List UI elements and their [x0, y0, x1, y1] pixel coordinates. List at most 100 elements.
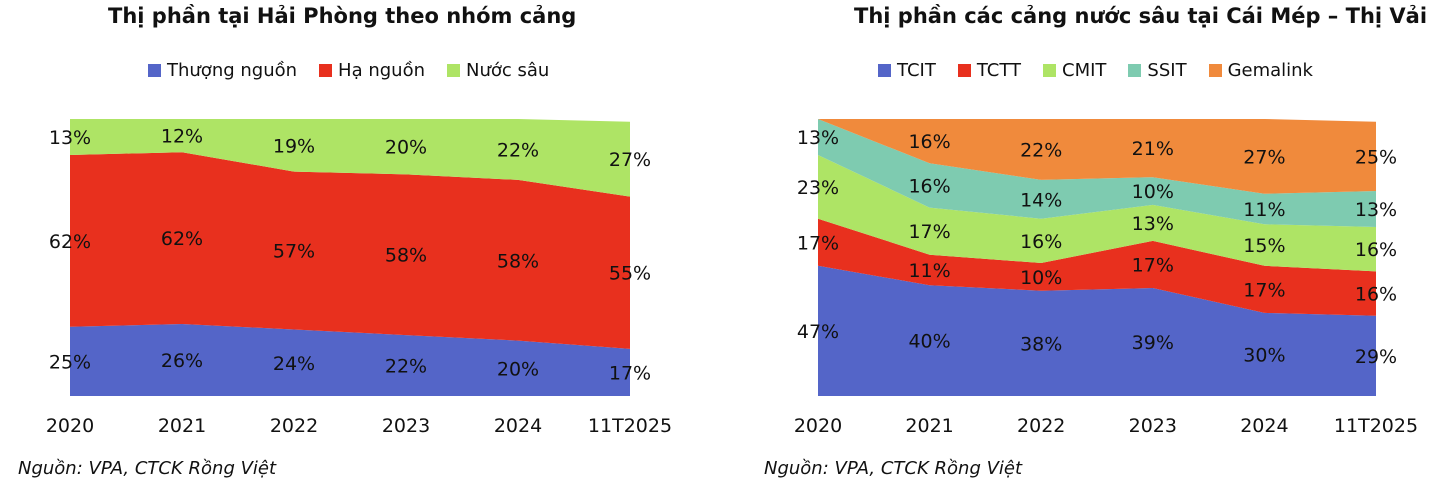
stacked-area-chart: 47% 40% 38% 39% 30% 29% 17% 11% 10% 17% 17% 16% 23% 1…: [794, 119, 1418, 437]
x-tick-label-2020: 2020: [46, 415, 94, 437]
x-tick-label-2022: 2022: [270, 415, 318, 437]
data-label-thuong-nguon-2023: 22%: [385, 356, 427, 378]
data-label-cmit-2023: 13%: [1132, 213, 1174, 235]
data-label-thuong-nguon-2022: 24%: [273, 353, 315, 375]
data-label-cmit-11t2025: 16%: [1355, 239, 1397, 261]
data-label-tctt-11t2025: 16%: [1355, 284, 1397, 306]
legend-swatch: [1128, 63, 1142, 77]
legend-label: CMIT: [1062, 59, 1107, 81]
data-label-tctt-2024: 17%: [1243, 279, 1285, 301]
data-label-tcit-2024: 30%: [1243, 344, 1285, 366]
legend-label: Gemalink: [1227, 59, 1313, 81]
legend-swatch: [1043, 63, 1056, 77]
x-tick-label-2021: 2021: [905, 415, 953, 437]
data-label-gemalink-11t2025: 25%: [1355, 146, 1397, 168]
legend-item-ssit: SSIT: [1128, 57, 1187, 83]
legend-swatch: [319, 63, 333, 77]
x-tick-label-2023: 2023: [382, 415, 430, 437]
data-label-ssit-2022: 14%: [1020, 189, 1062, 211]
chart-legend: TCIT TCTT CMIT SSIT Gemalink: [878, 57, 1313, 83]
data-label-ha-nguon-2023: 58%: [385, 245, 427, 267]
legend-label: SSIT: [1147, 59, 1187, 81]
source-note: Nguồn: VPA, CTCK Rồng Việt: [18, 458, 277, 479]
legend-swatch: [447, 63, 460, 77]
data-label-tcit-11t2025: 29%: [1355, 346, 1397, 368]
data-label-tcit-2022: 38%: [1020, 333, 1062, 355]
data-label-ha-nguon-11t2025: 55%: [609, 263, 651, 285]
area-series-nuoc-sau: [70, 119, 630, 197]
data-label-gemalink-2024: 27%: [1243, 146, 1285, 168]
chart-title: Thị phần các cảng nước sâu tại Cái Mép –…: [854, 4, 1428, 28]
data-label-gemalink-2023: 21%: [1132, 138, 1174, 160]
x-tick-label-2024: 2024: [1240, 415, 1288, 437]
legend-label: Hạ nguồn: [338, 59, 425, 81]
data-label-nuoc-sau-2020: 13%: [49, 127, 91, 149]
x-tick-label-11t2025: 11T2025: [588, 415, 672, 437]
data-label-ha-nguon-2024: 58%: [497, 250, 539, 272]
area-series-gemalink: [818, 119, 1376, 194]
x-tick-label-2023: 2023: [1129, 415, 1177, 437]
data-label-tctt-2021: 11%: [908, 260, 950, 282]
data-label-thuong-nguon-2021: 26%: [161, 350, 203, 372]
area-series-cmit: [818, 155, 1376, 272]
legend-item-tctt: TCTT: [957, 57, 1021, 83]
data-label-ssit-2024: 11%: [1243, 199, 1285, 221]
data-label-ssit-2023: 10%: [1132, 181, 1174, 203]
legend-item-nuoc-sau: Nước sâu: [447, 57, 549, 83]
area-series-tcit: [818, 265, 1376, 396]
x-tick-label-2022: 2022: [1017, 415, 1065, 437]
legend-item-cmit: CMIT: [1043, 57, 1106, 83]
data-label-thuong-nguon-2020: 25%: [49, 351, 91, 373]
stacked-area-chart: 25% 26% 24% 22% 20% 17% 62% 62% 57% 58% 58% 55% 13% 1…: [46, 119, 672, 437]
legend-swatch: [148, 63, 161, 77]
data-label-cmit-2021: 17%: [908, 221, 950, 243]
legend-swatch: [957, 63, 971, 77]
legend-label: TCIT: [897, 59, 936, 81]
area-series-thuong-nguon: [70, 324, 630, 396]
data-label-nuoc-sau-11t2025: 27%: [609, 149, 651, 171]
data-label-ha-nguon-2021: 62%: [161, 228, 203, 250]
data-label-tcit-2023: 39%: [1132, 332, 1174, 354]
data-label-tctt-2020: 17%: [797, 232, 839, 254]
area-series-tctt: [818, 218, 1376, 316]
x-tick-label-2020: 2020: [794, 415, 842, 437]
chart-legend: Thượng nguồn Hạ nguồn Nước sâu: [148, 57, 549, 83]
data-label-nuoc-sau-2021: 12%: [161, 126, 203, 148]
legend-label: Thượng nguồn: [167, 59, 298, 81]
source-note: Nguồn: VPA, CTCK Rồng Việt: [764, 458, 1023, 479]
data-label-ha-nguon-2020: 62%: [49, 231, 91, 253]
data-label-tcit-2021: 40%: [908, 331, 950, 353]
data-label-gemalink-2021: 16%: [908, 131, 950, 153]
legend-item-thuong-nguon: Thượng nguồn: [148, 57, 297, 83]
data-label-tctt-2022: 10%: [1020, 267, 1062, 289]
x-tick-label-11t2025: 11T2025: [1334, 415, 1418, 437]
data-label-nuoc-sau-2023: 20%: [385, 137, 427, 159]
legend-item-gemalink: Gemalink: [1208, 57, 1313, 83]
data-label-nuoc-sau-2022: 19%: [273, 135, 315, 157]
data-label-ha-nguon-2022: 57%: [273, 241, 315, 263]
data-label-thuong-nguon-11t2025: 17%: [609, 363, 651, 385]
x-tick-label-2024: 2024: [494, 415, 542, 437]
data-label-tcit-2020: 47%: [797, 321, 839, 343]
legend-item-ha-nguon: Hạ nguồn: [319, 57, 425, 83]
x-tick-label-2021: 2021: [158, 415, 206, 437]
data-label-tctt-2023: 17%: [1132, 254, 1174, 276]
data-label-ssit-2021: 16%: [908, 176, 950, 198]
data-label-ssit-11t2025: 13%: [1355, 199, 1397, 221]
chart-panel-cai-mep: Thị phần các cảng nước sâu tại Cái Mép –…: [724, 0, 1448, 496]
data-label-thuong-nguon-2024: 20%: [497, 358, 539, 380]
data-label-cmit-2022: 16%: [1020, 231, 1062, 253]
data-label-cmit-2024: 15%: [1243, 235, 1285, 257]
legend-label: Nước sâu: [466, 59, 550, 81]
chart-title: Thị phần tại Hải Phòng theo nhóm cảng: [108, 4, 577, 28]
legend-item-tcit: TCIT: [878, 57, 936, 83]
data-label-nuoc-sau-2024: 22%: [497, 140, 539, 162]
chart-panel-hai-phong: Thị phần tại Hải Phòng theo nhóm cảng Th…: [18, 4, 672, 479]
legend-label: TCTT: [976, 59, 1021, 81]
data-label-cmit-2020: 23%: [797, 177, 839, 199]
area-series-ha-nguon: [70, 152, 630, 349]
data-label-ssit-2020: 13%: [797, 127, 839, 149]
legend-swatch: [878, 63, 891, 77]
legend-swatch: [1208, 63, 1222, 77]
data-label-gemalink-2022: 22%: [1020, 140, 1062, 162]
